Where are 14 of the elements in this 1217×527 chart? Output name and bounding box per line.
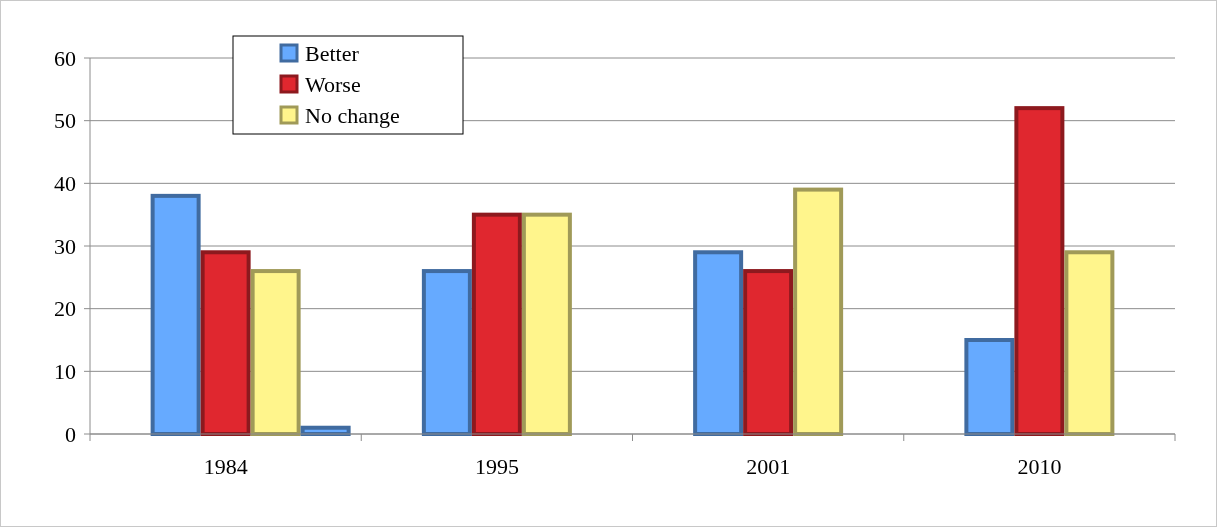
y-tick-label: 10 [54,359,76,385]
y-tick-label: 30 [54,233,76,259]
x-tick-label: 2001 [746,454,791,479]
y-tick-label: 50 [54,108,76,134]
x-tick-label: 2010 [1017,454,1062,479]
legend-label: No change [305,102,400,128]
legend-label: Worse [305,71,361,97]
y-tick-label: 0 [65,421,76,447]
y-tick-label: 60 [54,45,76,71]
y-tick-label: 20 [54,296,76,322]
x-tick-label: 1995 [474,454,519,479]
x-tick-label: 1984 [203,454,248,479]
y-tick-label: 40 [54,171,76,197]
legend-label: Better [305,40,360,66]
